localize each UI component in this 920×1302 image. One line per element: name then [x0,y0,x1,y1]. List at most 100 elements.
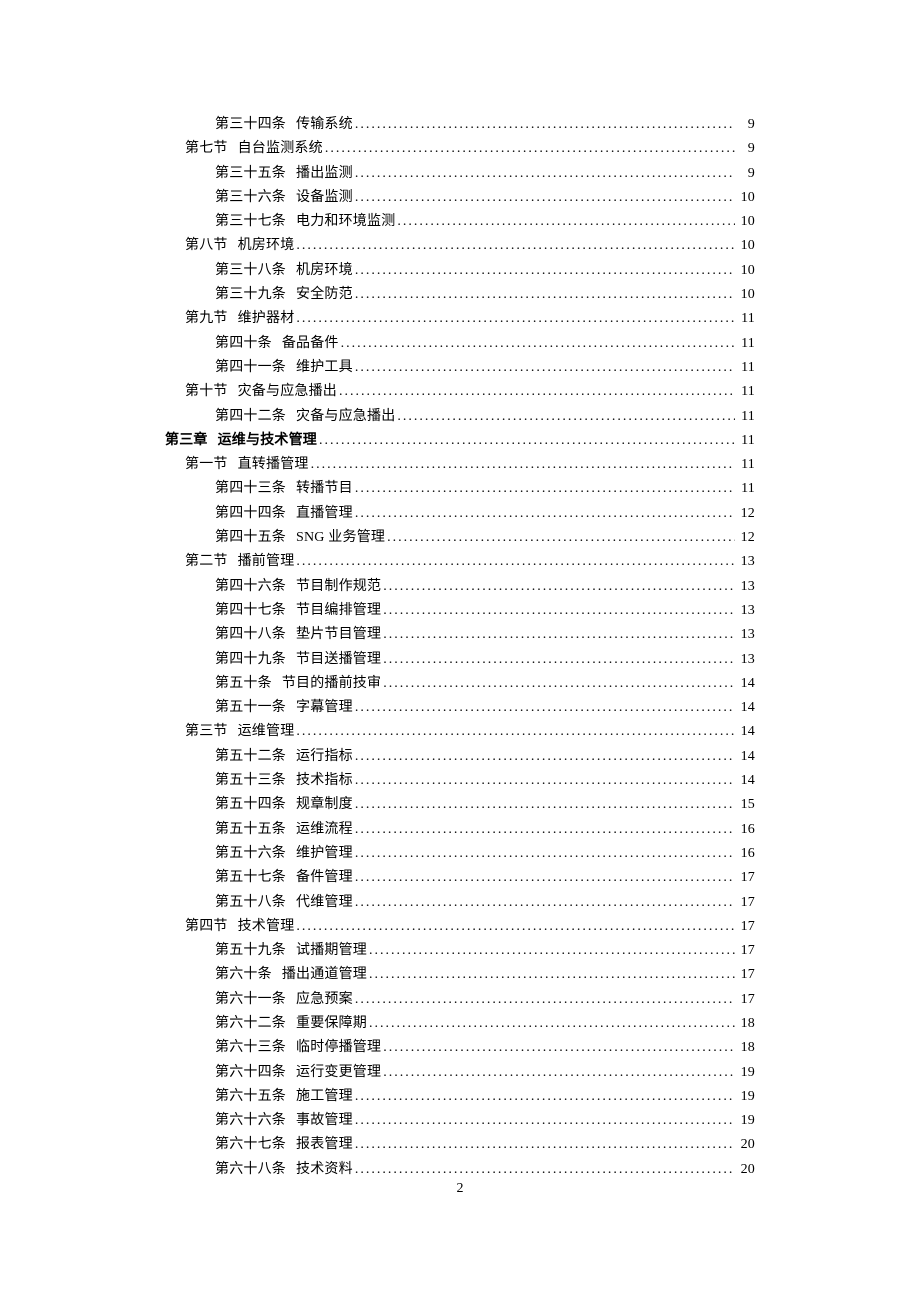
toc-entry-page: 12 [737,502,755,526]
toc-entry[interactable]: 第五十四条规章制度15 [215,793,755,817]
toc-entry-title: 转播节目 [296,477,353,501]
toc-entry[interactable]: 第六十六条事故管理19 [215,1109,755,1133]
toc-entry[interactable]: 第四十条备品备件11 [215,332,755,356]
toc-entry-title: 运维流程 [296,818,353,842]
toc-entry[interactable]: 第五十九条试播期管理17 [215,939,755,963]
toc-entry-page: 17 [737,939,755,963]
toc-entry[interactable]: 第十节灾备与应急播出11 [185,380,755,404]
toc-entry-title: 试播期管理 [296,939,367,963]
toc-entry-label: 第四十六条 [215,575,286,599]
toc-entry-title: 机房环境 [238,234,295,258]
toc-entry-title: 技术指标 [296,769,353,793]
toc-entry[interactable]: 第四十三条转播节目11 [215,477,755,501]
toc-entry-title: 技术管理 [238,915,295,939]
toc-leader-dots [355,769,735,793]
toc-entry-title: 节目送播管理 [296,648,381,672]
toc-entry-label: 第四十三条 [215,477,286,501]
toc-entry[interactable]: 第五十八条代维管理17 [215,891,755,915]
toc-entry[interactable]: 第四十五条SNG 业务管理12 [215,526,755,550]
toc-entry[interactable]: 第四十四条直播管理 12 [215,502,755,526]
toc-leader-dots [369,963,735,987]
toc-entry[interactable]: 第六十条播出通道管理17 [215,963,755,987]
toc-leader-dots [355,162,735,186]
toc-entry[interactable]: 第五十二条运行指标14 [215,745,755,769]
page-number: 2 [0,1181,920,1197]
toc-entry-label: 第六十七条 [215,1133,286,1157]
toc-entry-title: 机房环境 [296,259,353,283]
toc-entry-title: SNG 业务管理 [296,526,385,550]
toc-entry-page: 12 [737,526,755,550]
toc-entry[interactable]: 第六十五条施工管理19 [215,1085,755,1109]
toc-entry-label: 第三十五条 [215,162,286,186]
toc-leader-dots [397,210,735,234]
toc-entry[interactable]: 第六十七条报表管理20 [215,1133,755,1157]
toc-entry[interactable]: 第一节直转播管理11 [185,453,755,477]
toc-entry[interactable]: 第六十二条重要保障期18 [215,1012,755,1036]
toc-leader-dots [296,234,735,258]
toc-entry-title: 事故管理 [296,1109,353,1133]
toc-entry[interactable]: 第四十二条灾备与应急播出11 [215,405,755,429]
toc-entry-page: 17 [737,866,755,890]
toc-entry[interactable]: 第七节自台监测系统9 [185,137,755,161]
toc-leader-dots [355,186,735,210]
toc-entry[interactable]: 第六十四条运行变更管理19 [215,1061,755,1085]
toc-leader-dots [355,1085,735,1109]
toc-entry[interactable]: 第五十条节目的播前技审14 [215,672,755,696]
toc-entry[interactable]: 第三十六条设备监测10 [215,186,755,210]
toc-leader-dots [355,259,735,283]
toc-entry[interactable]: 第三十九条安全防范10 [215,283,755,307]
toc-entry-title: 备品备件 [282,332,339,356]
toc-entry[interactable]: 第六十三条临时停播管理18 [215,1036,755,1060]
toc-entry-title: 直播管理 [296,502,353,526]
toc-leader-dots [296,307,735,331]
toc-entry[interactable]: 第三十七条电力和环境监测10 [215,210,755,234]
toc-entry-label: 第四十七条 [215,599,286,623]
toc-entry[interactable]: 第三十八条机房环境10 [215,259,755,283]
toc-entry[interactable]: 第三节运维管理14 [185,720,755,744]
toc-entry-title: 灾备与应急播出 [296,405,395,429]
toc-entry-page: 14 [737,769,755,793]
toc-leader-dots [355,866,735,890]
toc-entry-label: 第六十五条 [215,1085,286,1109]
toc-entry[interactable]: 第二节播前管理13 [185,550,755,574]
toc-entry[interactable]: 第三十五条播出监测9 [215,162,755,186]
toc-entry[interactable]: 第四十九条节目送播管理13 [215,648,755,672]
toc-entry-label: 第四十四条 [215,502,286,526]
toc-entry-page: 14 [737,672,755,696]
toc-entry[interactable]: 第四节技术管理17 [185,915,755,939]
toc-entry[interactable]: 第三章运维与技术管理11 [165,429,755,453]
toc-entry-page: 15 [737,793,755,817]
toc-entry[interactable]: 第九节维护器材11 [185,307,755,331]
toc-entry-title: 自台监测系统 [238,137,323,161]
toc-leader-dots [355,113,735,137]
toc-entry-page: 10 [737,210,755,234]
toc-entry-label: 第三章 [165,429,208,453]
toc-entry[interactable]: 第三十四条传输系统9 [215,113,755,137]
toc-entry[interactable]: 第六十八条技术资料20 [215,1158,755,1182]
toc-leader-dots [397,405,735,429]
toc-entry-page: 14 [737,745,755,769]
toc-leader-dots [355,1158,735,1182]
toc-entry-page: 20 [737,1158,755,1182]
toc-entry[interactable]: 第五十三条技术指标14 [215,769,755,793]
toc-entry[interactable]: 第五十一条字幕管理14 [215,696,755,720]
toc-leader-dots [383,575,735,599]
toc-entry-label: 第四十一条 [215,356,286,380]
toc-entry-page: 11 [737,453,755,477]
toc-leader-dots [355,818,735,842]
toc-entry[interactable]: 第四十六条节目制作规范13 [215,575,755,599]
toc-entry-page: 13 [737,623,755,647]
toc-entry[interactable]: 第五十六条维护管理16 [215,842,755,866]
toc-leader-dots [296,550,735,574]
toc-entry-label: 第六十四条 [215,1061,286,1085]
toc-entry[interactable]: 第六十一条应急预案17 [215,988,755,1012]
toc-entry[interactable]: 第四十一条维护工具11 [215,356,755,380]
toc-leader-dots [387,526,735,550]
toc-entry[interactable]: 第五十五条运维流程16 [215,818,755,842]
toc-entry[interactable]: 第四十七条节目编排管理13 [215,599,755,623]
toc-entry[interactable]: 第五十七条备件管理17 [215,866,755,890]
toc-entry-label: 第三十八条 [215,259,286,283]
toc-entry[interactable]: 第八节机房环境10 [185,234,755,258]
toc-leader-dots [311,453,735,477]
toc-entry[interactable]: 第四十八条垫片节目管理13 [215,623,755,647]
